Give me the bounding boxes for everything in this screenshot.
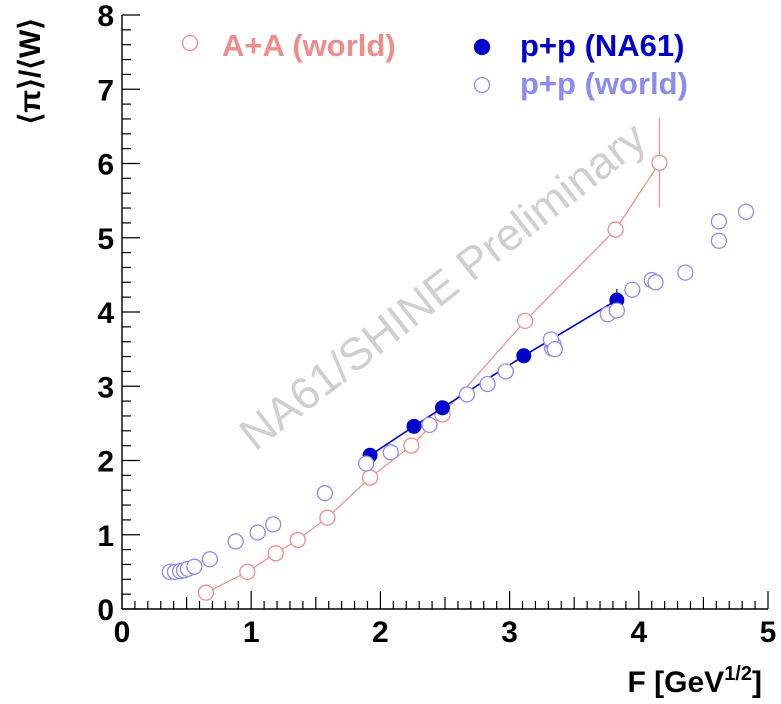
data-point bbox=[358, 455, 375, 472]
data-point bbox=[479, 375, 496, 393]
data-point bbox=[201, 551, 219, 568]
x-tick-label: 4 bbox=[630, 616, 647, 649]
data-point bbox=[458, 386, 476, 403]
x-axis-title: F [GeV1/2] bbox=[628, 663, 763, 699]
data-point bbox=[516, 348, 532, 364]
x-tick-label: 0 bbox=[114, 616, 131, 649]
data-point bbox=[289, 531, 306, 549]
plot-area bbox=[161, 118, 755, 601]
legend-marker bbox=[473, 76, 491, 94]
data-point bbox=[710, 232, 728, 249]
series-2 bbox=[161, 203, 755, 581]
data-point bbox=[382, 444, 399, 461]
data-point bbox=[239, 563, 256, 581]
data-point bbox=[710, 213, 728, 230]
y-tick-label: 3 bbox=[97, 371, 114, 404]
data-point bbox=[421, 416, 438, 434]
x-tick-label: 5 bbox=[760, 616, 777, 649]
data-point bbox=[624, 281, 641, 298]
data-point bbox=[265, 516, 282, 533]
data-point bbox=[607, 221, 624, 238]
data-point bbox=[516, 312, 534, 330]
series-0 bbox=[197, 118, 668, 601]
y-tick-label: 5 bbox=[97, 223, 114, 256]
y-axis-title: ⟨π⟩/⟨W⟩ bbox=[14, 18, 47, 124]
data-point bbox=[197, 584, 215, 601]
data-point bbox=[497, 363, 514, 380]
data-point bbox=[677, 264, 694, 281]
data-point bbox=[319, 509, 336, 526]
y-tick-label: 8 bbox=[97, 0, 114, 33]
legend-marker bbox=[473, 38, 491, 56]
y-tick-label: 2 bbox=[97, 446, 114, 479]
data-point bbox=[227, 533, 244, 550]
data-point bbox=[249, 524, 266, 541]
y-tick-label: 7 bbox=[97, 74, 114, 107]
legend-label: p+p (NA61) bbox=[520, 28, 685, 63]
x-tick-label: 1 bbox=[243, 616, 260, 649]
data-point bbox=[434, 400, 450, 416]
legend-marker bbox=[181, 34, 199, 52]
data-point bbox=[403, 437, 420, 454]
data-point bbox=[186, 558, 203, 575]
legend: A+A (world) p+p (NA61)p+p (world) bbox=[181, 28, 688, 101]
data-point bbox=[651, 154, 668, 171]
legend-label: p+p (world) bbox=[520, 66, 688, 101]
data-point bbox=[406, 418, 422, 434]
data-point bbox=[546, 340, 563, 358]
legend-label: A+A (world) bbox=[222, 28, 396, 63]
x-tick-label: 3 bbox=[501, 616, 518, 649]
data-point bbox=[267, 545, 284, 562]
y-tick-label: 4 bbox=[97, 297, 114, 330]
data-point bbox=[647, 274, 664, 291]
data-point bbox=[361, 469, 379, 486]
y-tick-label: 1 bbox=[97, 520, 114, 553]
y-tick-label: 0 bbox=[97, 594, 114, 627]
data-point bbox=[316, 485, 333, 502]
data-point bbox=[608, 302, 625, 319]
data-point bbox=[737, 203, 755, 220]
x-tick-label: 2 bbox=[372, 616, 389, 649]
y-tick-label: 6 bbox=[97, 149, 114, 182]
axes: 0 1 2 3 4 5 0 1 2 3 4 5 6 7 8 F [GeV1/2] ⟨π⟩/⟨W⟩ bbox=[14, 0, 776, 699]
